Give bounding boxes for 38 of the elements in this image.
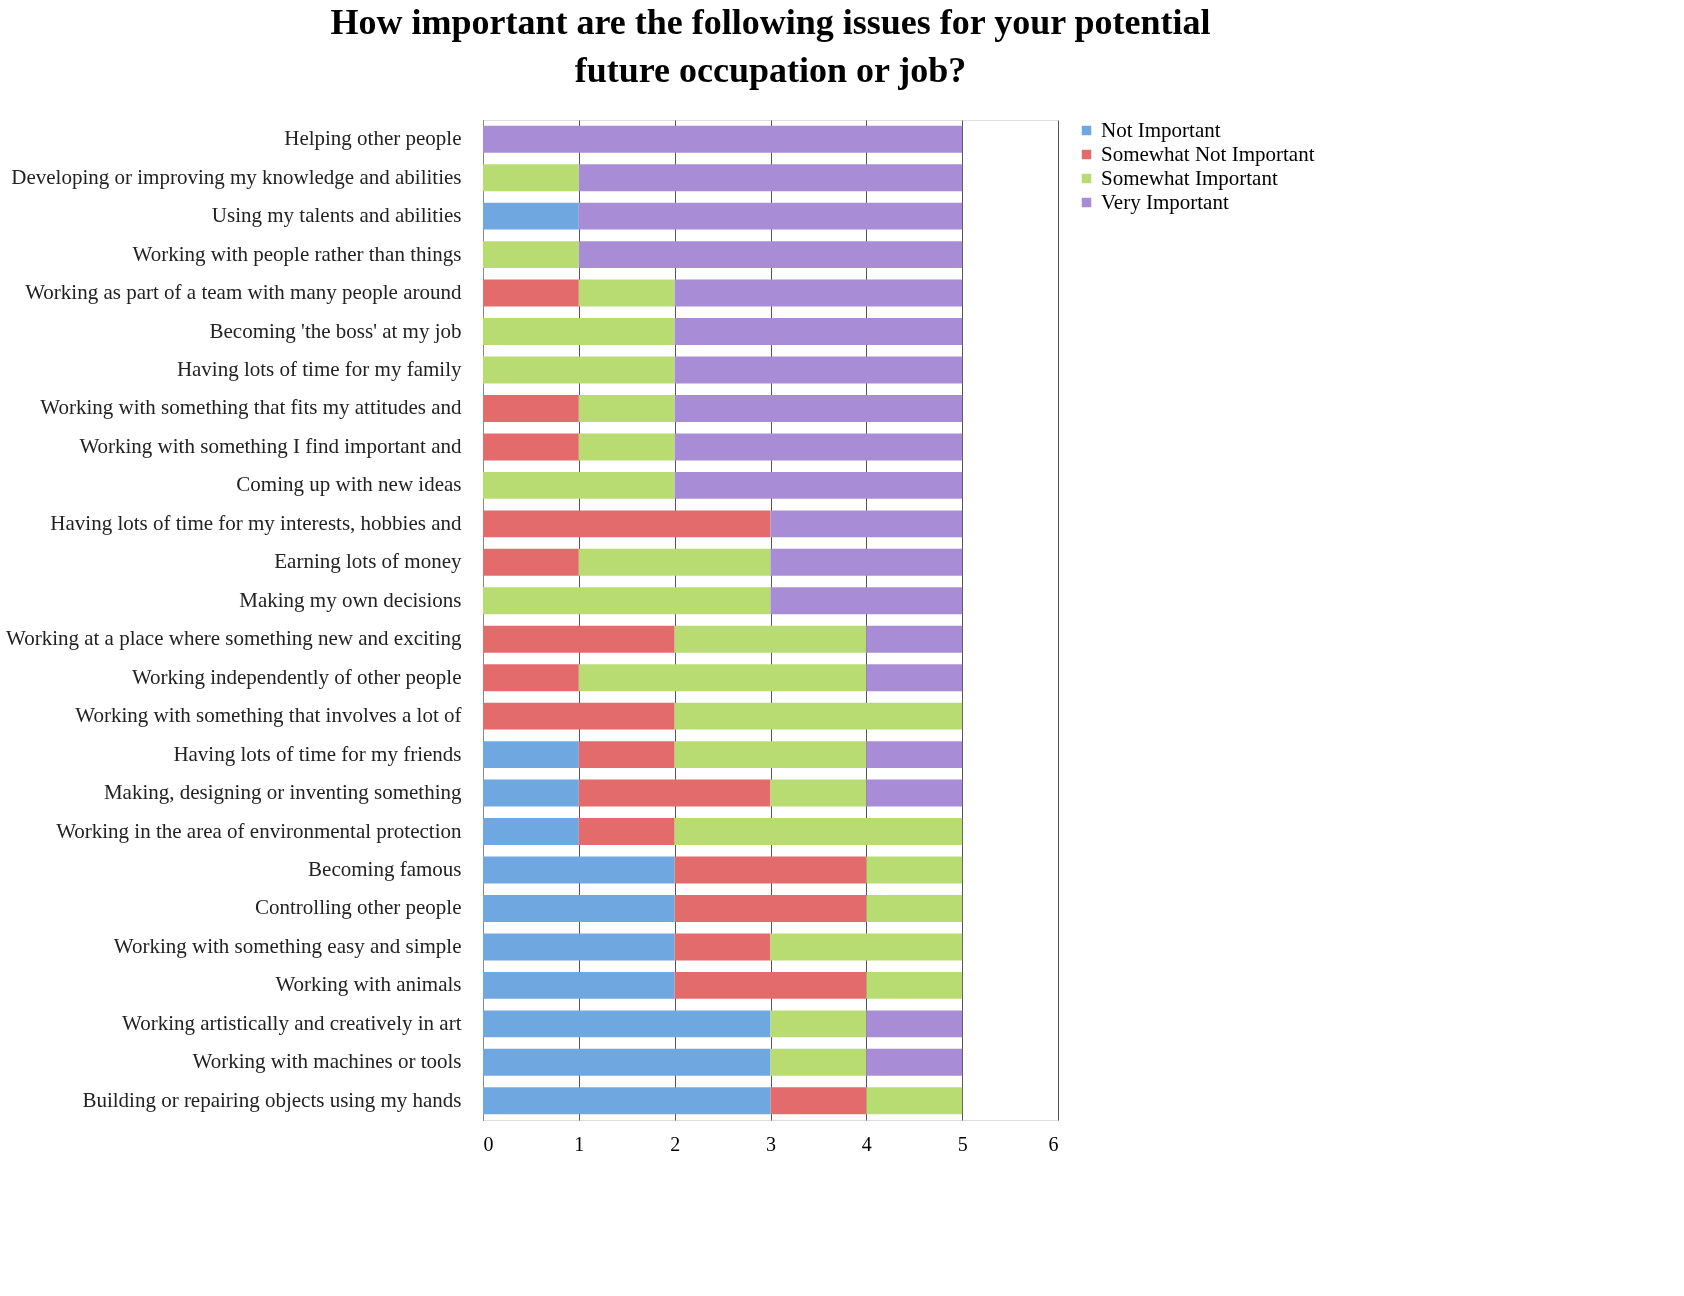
y-tick-label: Earning lots of money bbox=[274, 549, 462, 574]
y-tick-label: Making my own decisions bbox=[239, 587, 462, 612]
y-tick-label: Helping other people bbox=[284, 126, 462, 151]
y-tick-label: Becoming 'the boss' at my job bbox=[209, 318, 462, 343]
x-tick-label: 5 bbox=[957, 1132, 968, 1155]
y-tick-label: Having lots of time for my interests, hobbies and bbox=[50, 510, 462, 535]
y-tick-label: Working at a place where something new and exciting bbox=[6, 626, 462, 651]
y-tick-label: Working artistically and creatively in art bbox=[122, 1010, 462, 1035]
y-tick-label: Controlling other people bbox=[255, 895, 462, 920]
y-tick-label: Having lots of time for my friends bbox=[173, 741, 462, 766]
legend-label: Somewhat Important bbox=[1101, 165, 1278, 190]
y-tick-label: Working with something easy and simple bbox=[113, 933, 462, 958]
y-tick-label: Working with something I find important and bbox=[79, 433, 462, 458]
x-tick-label: 0 bbox=[483, 1132, 494, 1155]
y-tick-label: Working with machines or tools bbox=[192, 1049, 462, 1074]
legend-label: Very Important bbox=[1101, 189, 1229, 214]
y-tick-label: Coming up with new ideas bbox=[236, 472, 462, 497]
legend-label: Somewhat Not Important bbox=[1101, 141, 1315, 166]
y-tick-label: Making, designing or inventing something bbox=[103, 780, 462, 805]
y-tick-label: Having lots of time for my family bbox=[176, 357, 462, 381]
y-tick-label: Working in the area of environmental protection bbox=[56, 818, 462, 843]
x-tick-label: 6 bbox=[1048, 1132, 1059, 1155]
y-tick-label: Building or repairing objects using my hands bbox=[82, 1087, 462, 1112]
y-tick-label: Becoming famous bbox=[308, 857, 462, 881]
x-tick-label: 3 bbox=[766, 1132, 776, 1155]
y-tick-label: Working with something that fits my attitudes and bbox=[40, 395, 462, 420]
y-tick-label: Developing or improving my knowledge and abilities bbox=[11, 164, 462, 189]
chart-title: How important are the following issues for your potential future occupation or job? bbox=[330, 2, 1211, 90]
x-tick-label: 4 bbox=[861, 1132, 872, 1155]
y-tick-label: Using my talents and abilities bbox=[211, 203, 462, 228]
y-tick-label: Working as part of a team with many people around bbox=[25, 280, 462, 305]
y-tick-label: Working with people rather than things bbox=[132, 241, 462, 266]
y-tick-label: Working independently of other people bbox=[131, 664, 462, 689]
x-tick-label: 2 bbox=[670, 1132, 681, 1155]
legend-label: Not Important bbox=[1101, 117, 1221, 142]
y-tick-label: Working with animals bbox=[275, 972, 462, 997]
x-tick-label: 1 bbox=[574, 1132, 585, 1155]
y-tick-label: Working with something that involves a lot of bbox=[75, 703, 462, 728]
